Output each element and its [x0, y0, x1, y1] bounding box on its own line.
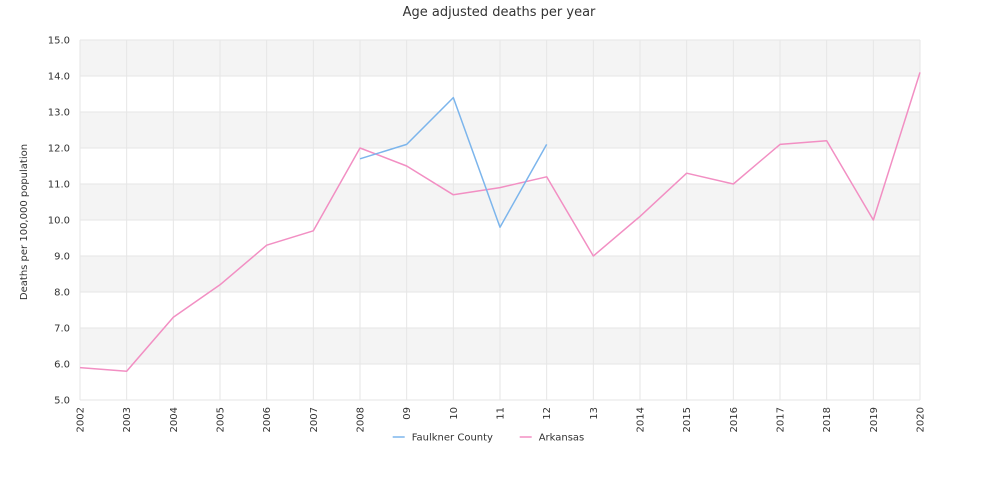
legend-label: Arkansas: [539, 433, 585, 444]
x-tick-label: 2014: [636, 407, 647, 432]
y-tick-label: 14.0: [48, 72, 70, 83]
data-point: [545, 175, 549, 179]
data-point: [871, 218, 875, 222]
x-tick-label: 2003: [122, 407, 133, 432]
y-tick-label: 7.0: [54, 324, 70, 335]
y-axis-label: Deaths per 100,000 population: [19, 144, 30, 300]
x-tick-label: 2002: [76, 407, 87, 432]
x-tick-label: 13: [589, 407, 600, 420]
x-tick-label: 2018: [822, 407, 833, 432]
data-point: [405, 164, 409, 168]
data-point: [731, 182, 735, 186]
data-point: [498, 186, 502, 190]
chart-title: Age adjusted deaths per year: [403, 5, 596, 20]
gridlines: [79, 39, 921, 401]
data-point: [685, 171, 689, 175]
x-tick-label: 2019: [869, 407, 880, 432]
y-tick-label: 12.0: [48, 144, 70, 155]
data-point: [591, 254, 595, 258]
x-tick-label: 2006: [262, 407, 273, 432]
series-arkansas: [78, 70, 922, 373]
data-point: [78, 366, 82, 370]
data-point: [358, 157, 362, 161]
legend-item[interactable]: Faulkner County: [392, 433, 493, 444]
y-tick-label: 6.0: [54, 360, 70, 371]
legend: Faulkner County Arkansas: [392, 433, 585, 444]
series-faulkner-county: [358, 96, 549, 229]
x-tick-label: 2016: [729, 407, 740, 432]
x-tick-label: 11: [496, 407, 507, 420]
series-group: [78, 70, 922, 373]
data-point: [218, 283, 222, 287]
y-tick-label: 13.0: [48, 108, 70, 119]
x-tick-label: 2020: [916, 407, 927, 432]
x-tick-label: 2007: [309, 407, 320, 432]
data-point: [265, 243, 269, 247]
y-tick-label: 10.0: [48, 216, 70, 227]
y-tick-label: 8.0: [54, 288, 70, 299]
y-tick-label: 5.0: [54, 396, 70, 407]
y-tick-label: 15.0: [48, 36, 70, 47]
data-point: [405, 142, 409, 146]
data-point: [171, 315, 175, 319]
y-axis-ticks: 5.0 6.0 7.0 8.0 9.0 10.0 11.0 12.0 13.0 14.0 15.0: [48, 36, 70, 407]
x-tick-label: 2004: [169, 407, 180, 432]
legend-label: Faulkner County: [412, 433, 493, 444]
y-tick-label: 9.0: [54, 252, 70, 263]
data-point: [451, 96, 455, 100]
data-point: [125, 369, 129, 373]
x-tick-label: 12: [542, 407, 553, 420]
data-point: [311, 229, 315, 233]
x-tick-label: 09: [402, 407, 413, 420]
series-line: [79, 72, 921, 372]
x-tick-label: 2008: [356, 407, 367, 432]
data-point: [918, 70, 922, 74]
legend-item[interactable]: Arkansas: [519, 433, 585, 444]
data-point: [358, 146, 362, 150]
data-point: [545, 142, 549, 146]
x-axis-ticks: 2002 2003 2004 2005 2006 2007 2008 09 10 11 12 13 20…: [76, 407, 927, 432]
series-line: [359, 96, 548, 228]
x-tick-label: 2015: [682, 407, 693, 432]
data-point: [498, 225, 502, 229]
data-point: [825, 139, 829, 143]
data-point: [778, 142, 782, 146]
x-tick-label: 2017: [776, 407, 787, 432]
x-tick-label: 2005: [216, 407, 227, 432]
data-point: [451, 193, 455, 197]
y-tick-label: 11.0: [48, 180, 70, 191]
data-point: [638, 214, 642, 218]
x-tick-label: 10: [449, 407, 460, 420]
